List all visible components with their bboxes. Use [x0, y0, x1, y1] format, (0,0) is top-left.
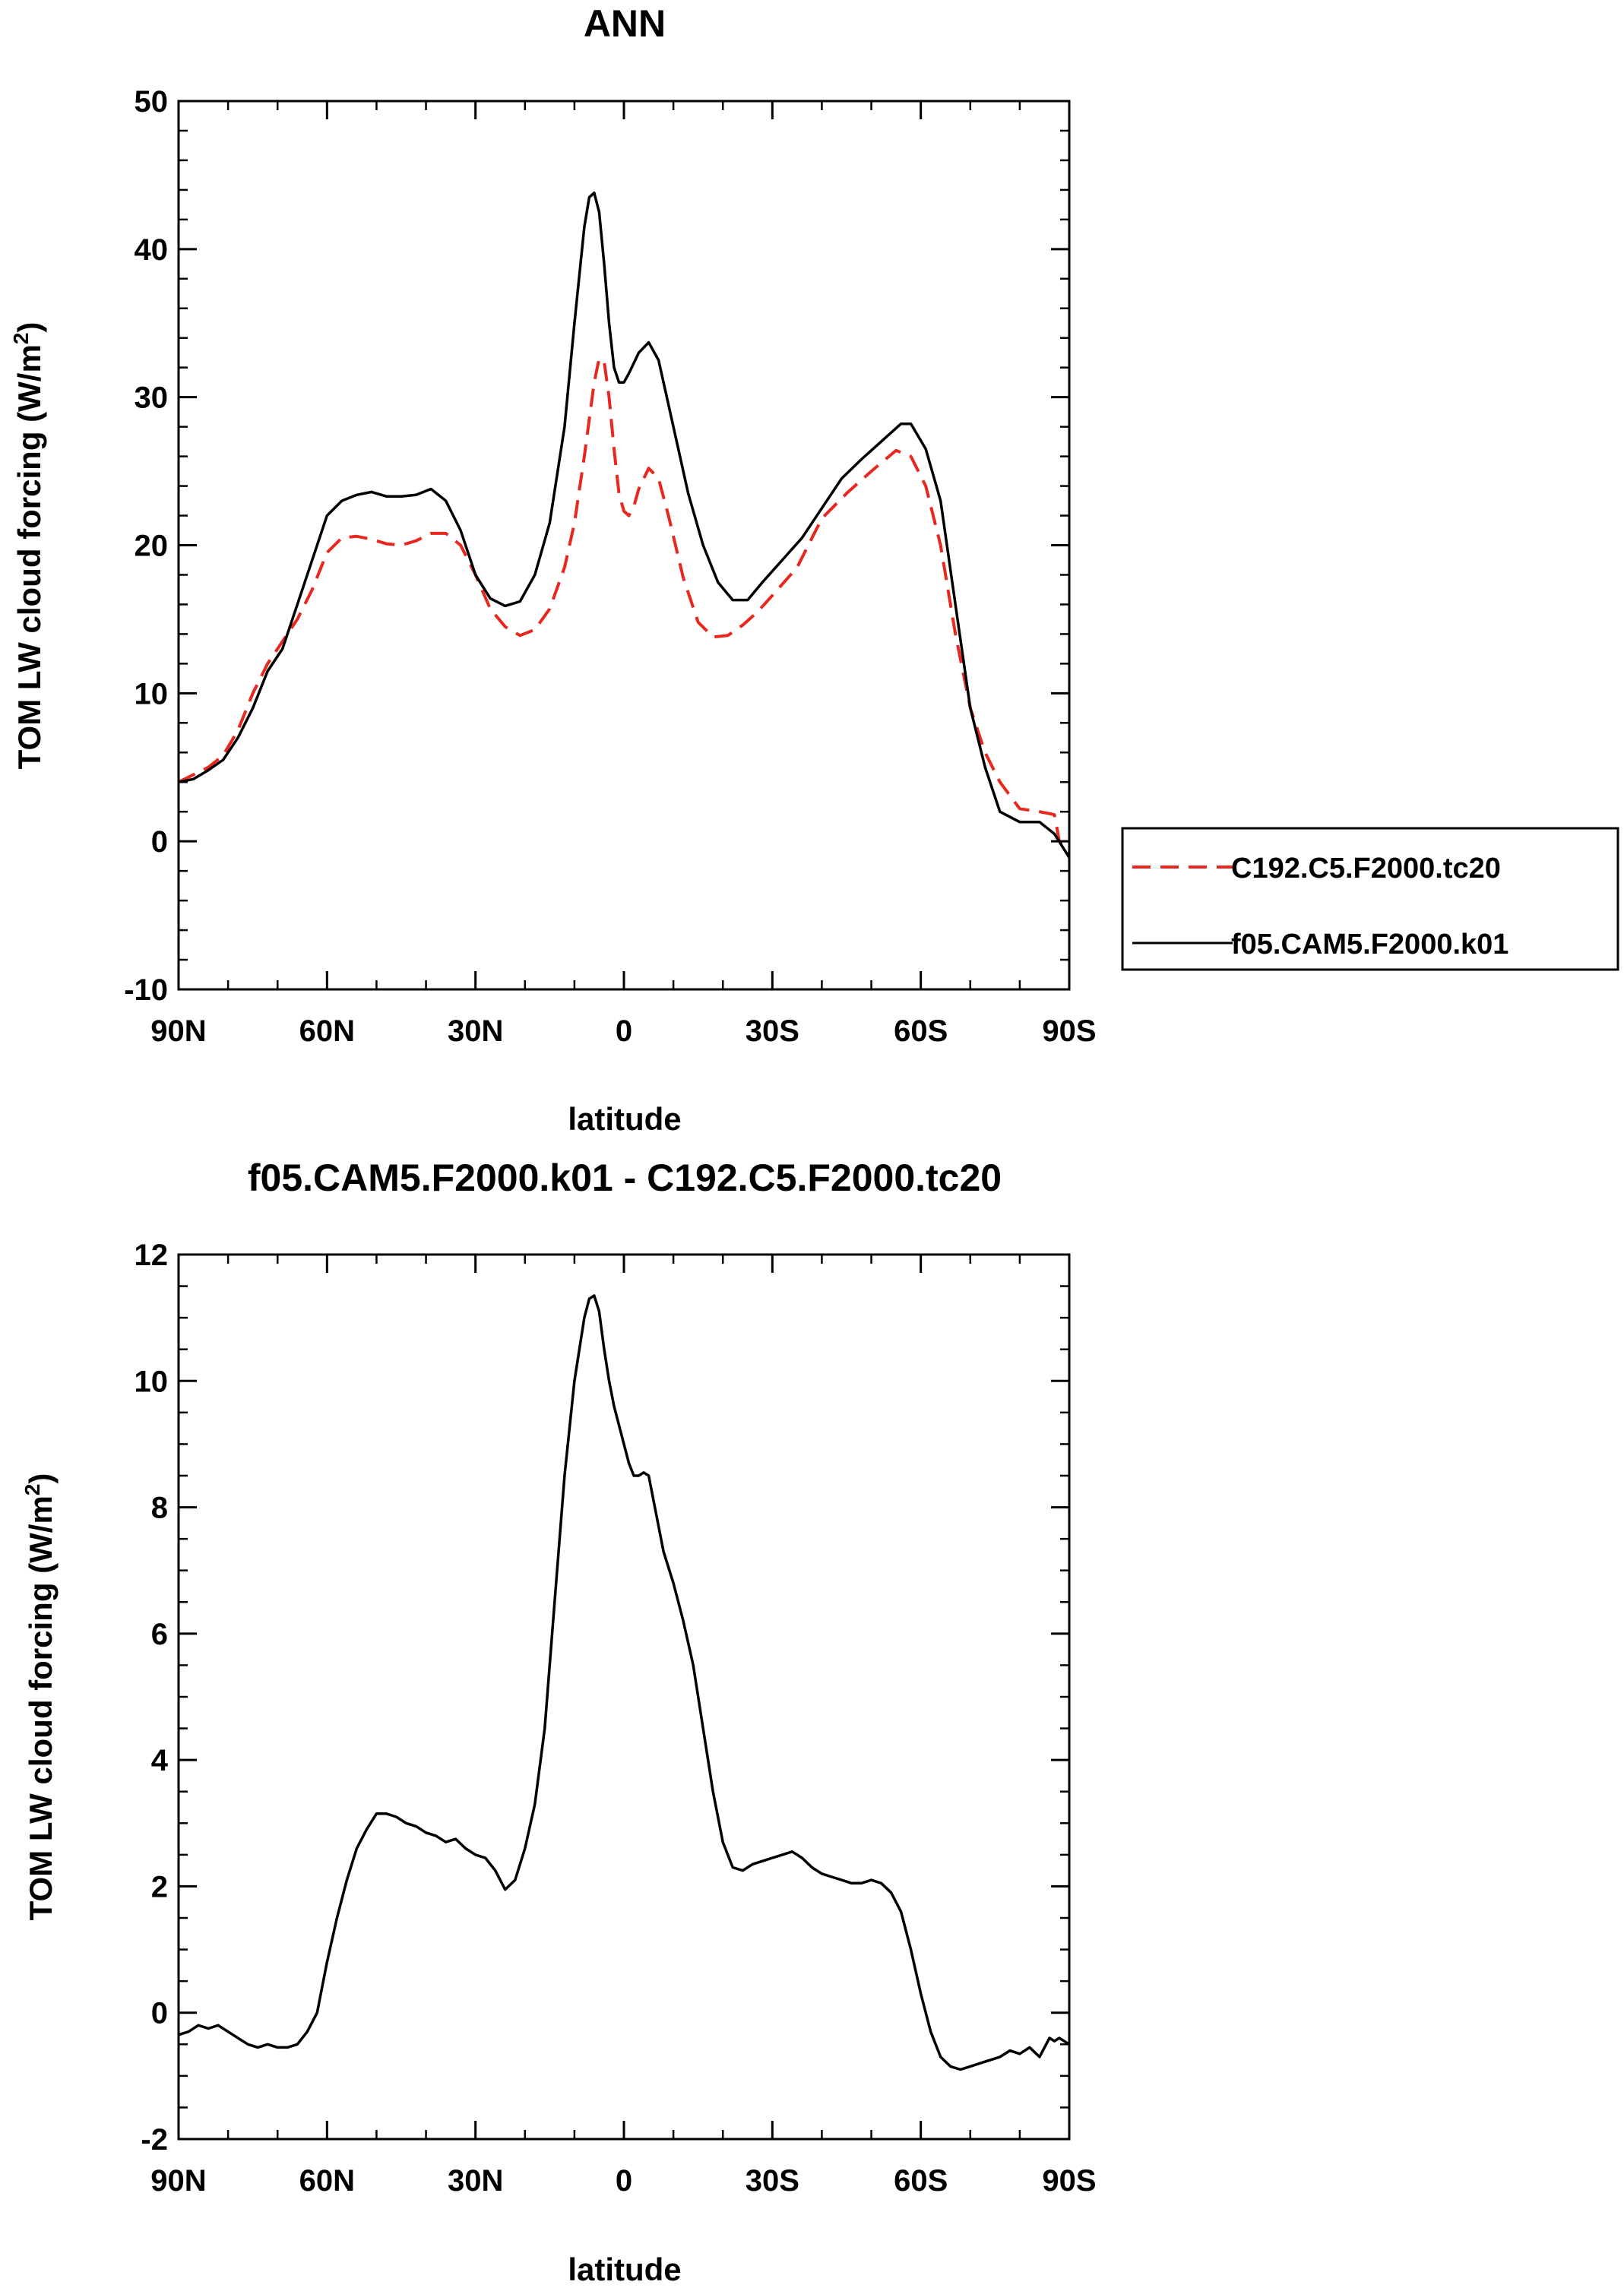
top-chart-y-tick-label: 30 — [135, 381, 169, 415]
bottom-chart-series — [178, 1294, 1070, 2071]
top-chart-x-tick-labels: 90N 60N 30N 0 30S 60S 90S — [150, 1014, 1096, 1048]
bottom-chart-plot-frame — [177, 1253, 1071, 2141]
bottom-chart-x-axis-label: latitude — [568, 2252, 681, 2287]
bottom-chart-x-tick-label: 90N — [150, 2164, 206, 2198]
bottom-chart-x-tick-label: 60N — [299, 2164, 355, 2198]
bottom-chart-y-tick-label: 8 — [151, 1492, 168, 1525]
bottom-chart: f05.CAM5.F2000.k01 - C192.C5.F2000.tc20 … — [21, 1157, 1097, 2287]
top-chart: ANN 90N 60N 30N 0 30S 60S 90S -10 0 10 20 30 40 50 l… — [9, 2, 1619, 1137]
bottom-chart-x-tick-label: 90S — [1042, 2164, 1096, 2198]
top-chart-x-tick-label: 90S — [1042, 1014, 1096, 1048]
bottom-chart-y-tick-labels: -2 0 2 4 6 8 10 12 — [135, 1239, 169, 2157]
top-chart-x-tick-label: 60N — [299, 1014, 355, 1048]
top-chart-ticks — [177, 100, 1071, 991]
bottom-chart-x-tick-label: 30S — [746, 2164, 799, 2198]
top-chart-series-1-line — [178, 191, 1071, 859]
top-chart-y-tick-label: -10 — [124, 973, 168, 1007]
top-chart-x-tick-label: 30S — [746, 1014, 799, 1048]
top-chart-x-axis-label: latitude — [568, 1101, 681, 1137]
bottom-chart-series-0-line — [178, 1294, 1070, 2071]
top-chart-y-tick-label: 50 — [135, 85, 169, 119]
bottom-chart-y-tick-label: 4 — [151, 1744, 169, 1777]
top-chart-y-tick-label: 10 — [135, 677, 169, 710]
top-chart-y-tick-label: 0 — [151, 825, 168, 859]
top-chart-series-0-line — [178, 357, 1071, 856]
top-chart-title: ANN — [584, 2, 666, 45]
top-chart-series — [178, 191, 1071, 859]
bottom-chart-x-tick-label: 60S — [894, 2164, 948, 2198]
bottom-chart-y-tick-label: 12 — [135, 1239, 169, 1272]
bottom-chart-ticks — [177, 1253, 1071, 2141]
top-chart-x-tick-label: 30N — [448, 1014, 503, 1048]
top-chart-plot-frame — [177, 100, 1071, 991]
legend-box — [1121, 827, 1619, 971]
top-chart-x-tick-label: 90N — [150, 1014, 206, 1048]
top-chart-y-tick-labels: -10 0 10 20 30 40 50 — [124, 85, 168, 1007]
bottom-chart-y-tick-label: 10 — [135, 1365, 169, 1398]
top-chart-x-tick-label: 0 — [616, 1014, 632, 1048]
legend-label-obs: f05.CAM5.F2000.k01 — [1231, 929, 1508, 960]
top-chart-y-tick-label: 40 — [135, 233, 169, 267]
bottom-chart-y-tick-label: -2 — [141, 2123, 168, 2157]
bottom-chart-x-tick-label: 0 — [616, 2164, 632, 2198]
bottom-chart-y-tick-label: 0 — [151, 1997, 168, 2030]
bottom-chart-title: f05.CAM5.F2000.k01 - C192.C5.F2000.tc20 — [248, 1157, 1002, 1199]
bottom-chart-x-tick-labels: 90N 60N 30N 0 30S 60S 90S — [150, 2164, 1096, 2198]
top-chart-x-tick-label: 60S — [894, 1014, 948, 1048]
top-chart-y-axis-label: TOM LW cloud forcing (W/m2) — [9, 322, 47, 770]
top-chart-y-tick-label: 20 — [135, 530, 169, 563]
bottom-chart-y-axis-label: TOM LW cloud forcing (W/m2) — [21, 1473, 59, 1921]
legend: C192.C5.F2000.tc20 f05.CAM5.F2000.k01 — [1121, 827, 1619, 971]
bottom-chart-y-tick-label: 2 — [151, 1870, 168, 1904]
legend-label-model: C192.C5.F2000.tc20 — [1231, 853, 1501, 885]
bottom-chart-y-tick-label: 6 — [151, 1618, 168, 1651]
bottom-chart-x-tick-label: 30N — [448, 2164, 503, 2198]
